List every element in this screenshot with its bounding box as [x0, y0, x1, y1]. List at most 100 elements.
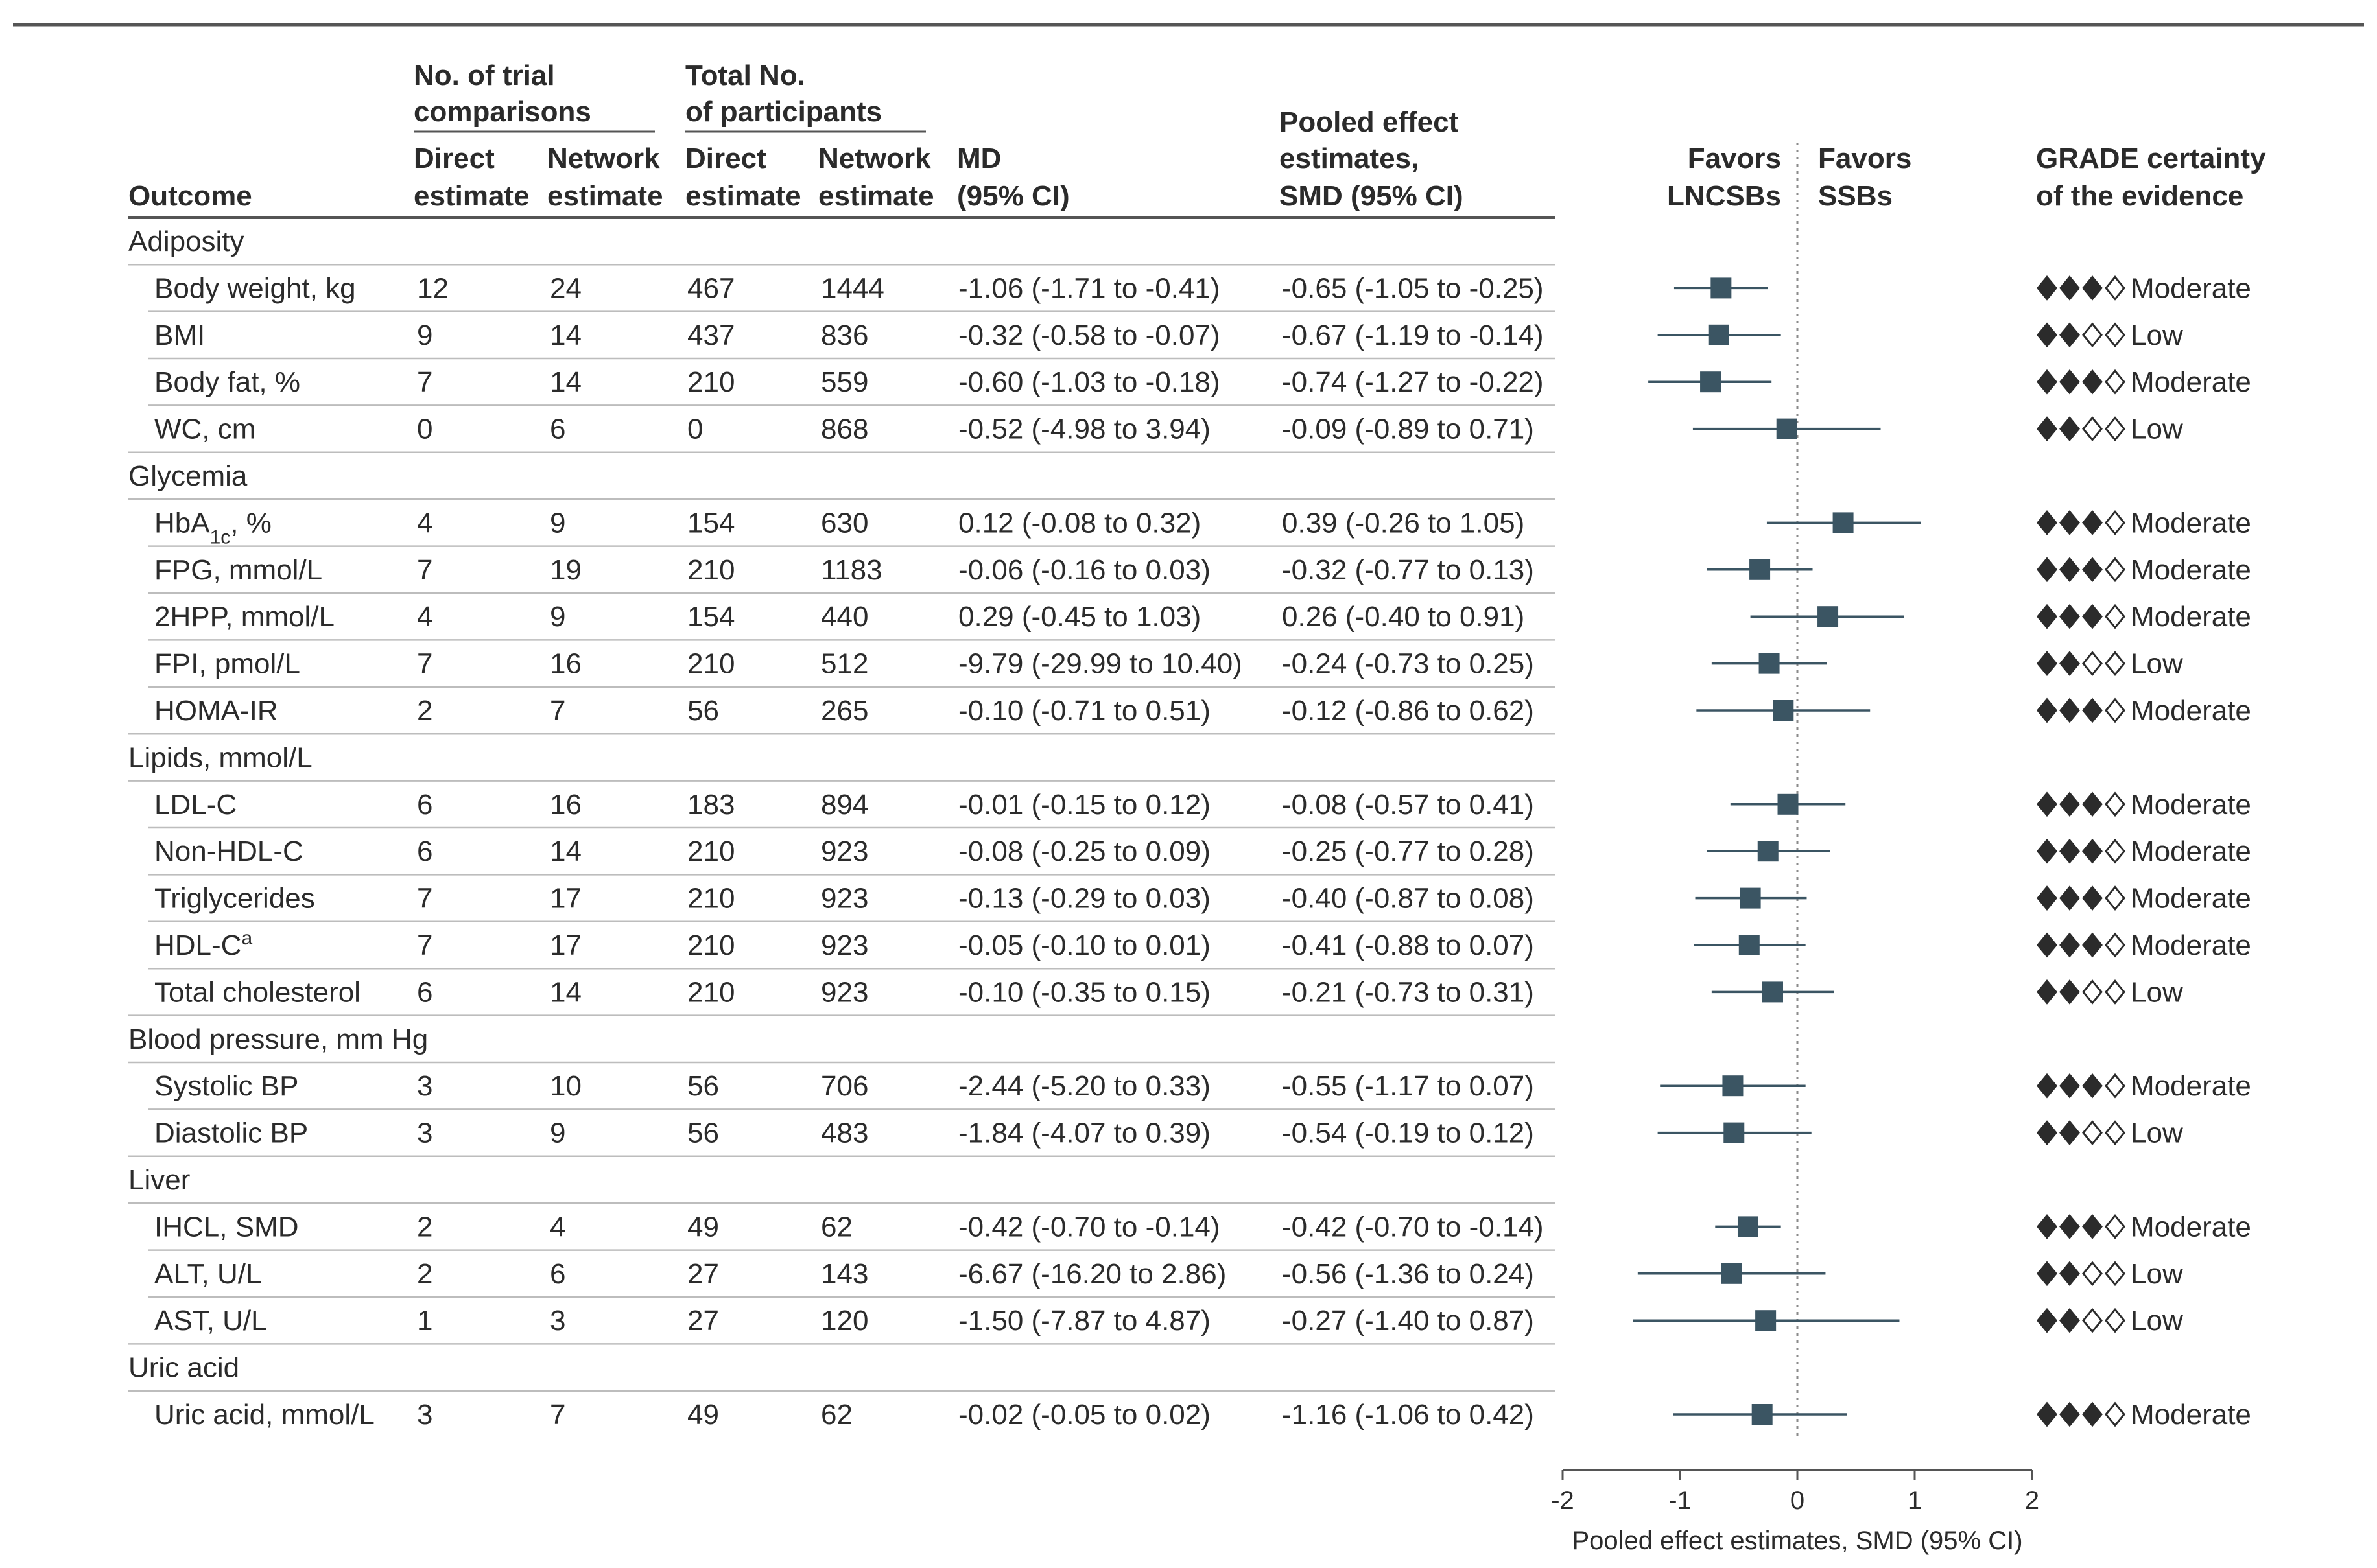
- outcome-label-text: Diastolic BP: [154, 1117, 308, 1149]
- trial-network-cell: 14: [550, 976, 582, 1008]
- grade-diamond-empty-icon: [2082, 1261, 2103, 1287]
- grade-label: Moderate: [2131, 272, 2251, 304]
- md-ci-cell: 0.12 (-0.08 to 0.32): [958, 507, 1201, 539]
- outcome-label-text: LDL-C: [154, 789, 237, 821]
- grade-diamond-empty-icon: [2105, 416, 2125, 441]
- smd-ci-cell: -0.41 (-0.88 to 0.07): [1282, 930, 1534, 961]
- trial-direct-cell: 2: [417, 1258, 432, 1290]
- trial-network-cell: 7: [550, 695, 565, 727]
- outcome-label: Systolic BP: [154, 1070, 299, 1102]
- header-favors-left-line2: LNCSBs: [1667, 180, 1781, 212]
- participants-direct-cell: 154: [687, 507, 735, 539]
- trial-network-cell: 9: [550, 601, 565, 633]
- outcome-label: Body weight, kg: [154, 272, 356, 304]
- participants-network-cell: 923: [821, 836, 868, 867]
- point-estimate-marker: [1757, 841, 1779, 862]
- grade-label: Moderate: [2131, 883, 2251, 915]
- trial-direct-cell: 7: [417, 883, 432, 915]
- outcome-label-superscript: a: [241, 928, 252, 949]
- point-estimate-marker: [1777, 793, 1799, 815]
- participants-direct-cell: 210: [687, 883, 735, 915]
- grade-diamond-filled-icon: [2082, 1073, 2103, 1099]
- outcome-label-text: FPG, mmol/L: [154, 554, 322, 586]
- trial-network-cell: 14: [550, 366, 582, 398]
- x-tick-label: -2: [1551, 1486, 1574, 1515]
- point-estimate-marker: [1700, 371, 1721, 393]
- participants-direct-cell: 49: [687, 1399, 719, 1431]
- trial-direct-cell: 9: [417, 320, 432, 351]
- grade-diamond-filled-icon: [2037, 932, 2057, 958]
- participants-direct-cell: 56: [687, 1070, 719, 1102]
- md-ci-cell: -0.05 (-0.10 to 0.01): [958, 930, 1211, 961]
- grade-label: Moderate: [2131, 930, 2251, 961]
- point-estimate-marker: [1708, 324, 1729, 345]
- grade-diamond-filled-icon: [2037, 557, 2057, 583]
- smd-ci-cell: -0.08 (-0.57 to 0.41): [1282, 789, 1534, 821]
- participants-network-cell: 143: [821, 1258, 868, 1290]
- grade-diamond-filled-icon: [2059, 1214, 2080, 1239]
- trial-network-cell: 7: [550, 1399, 565, 1431]
- grade-label: Moderate: [2131, 836, 2251, 867]
- participants-network-cell: 706: [821, 1070, 868, 1102]
- header-favors-right-line2: SSBs: [1818, 180, 1893, 212]
- header-part-direct-line1: Direct: [685, 143, 766, 174]
- header-favors-left-line1: Favors: [1688, 143, 1781, 174]
- trial-direct-cell: 7: [417, 648, 432, 680]
- grade-diamond-empty-icon: [2105, 603, 2125, 629]
- outcome-label: LDL-C: [154, 789, 237, 821]
- header-part-direct-line2: estimate: [685, 180, 801, 212]
- grade-label: Low: [2131, 648, 2183, 680]
- participants-direct-cell: 210: [687, 930, 735, 961]
- grade-diamond-filled-icon: [2059, 1307, 2080, 1333]
- grade-diamond-filled-icon: [2059, 557, 2080, 583]
- point-estimate-marker: [1738, 935, 1760, 955]
- grade-diamond-empty-icon: [2082, 322, 2103, 348]
- grade-label: Low: [2131, 976, 2183, 1008]
- grade-diamond-empty-icon: [2105, 697, 2125, 723]
- outcome-label-text: Uric acid, mmol/L: [154, 1399, 375, 1431]
- grade-diamond-empty-icon: [2105, 1120, 2125, 1145]
- trial-network-cell: 14: [550, 836, 582, 867]
- participants-network-cell: 1444: [821, 272, 884, 304]
- md-ci-cell: -6.67 (-16.20 to 2.86): [958, 1258, 1226, 1290]
- smd-ci-cell: -0.32 (-0.77 to 0.13): [1282, 554, 1534, 586]
- outcome-label: ALT, U/L: [154, 1258, 261, 1290]
- md-ci-cell: -2.44 (-5.20 to 0.33): [958, 1070, 1211, 1102]
- outcome-label-text: Systolic BP: [154, 1070, 299, 1102]
- outcome-label-text: HDL-C: [154, 930, 241, 961]
- participants-direct-cell: 56: [687, 695, 719, 727]
- grade-diamond-empty-icon: [2105, 510, 2125, 535]
- grade-diamond-filled-icon: [2059, 603, 2080, 629]
- outcome-label-text: Non-HDL-C: [154, 836, 303, 867]
- outcome-label-suffix: , %: [230, 507, 272, 539]
- smd-ci-cell: 0.26 (-0.40 to 0.91): [1282, 601, 1524, 633]
- grade-diamond-filled-icon: [2037, 1073, 2057, 1099]
- outcome-label: Total cholesterol: [154, 976, 361, 1008]
- outcome-label-text: BMI: [154, 320, 205, 351]
- header-md-line2: (95% CI): [957, 180, 1070, 212]
- trial-network-cell: 24: [550, 272, 582, 304]
- forest-plot: [1633, 143, 1921, 1439]
- md-ci-cell: 0.29 (-0.45 to 1.03): [958, 601, 1201, 633]
- x-tick-label: -1: [1668, 1486, 1692, 1515]
- grade-diamond-filled-icon: [2059, 275, 2080, 301]
- grade-diamond-filled-icon: [2059, 369, 2080, 395]
- group-label: Uric acid: [128, 1352, 239, 1384]
- grade-diamond-filled-icon: [2037, 697, 2057, 723]
- smd-ci-cell: -0.27 (-1.40 to 0.87): [1282, 1305, 1534, 1337]
- x-tick-label: 0: [1790, 1486, 1804, 1515]
- grade-diamond-empty-icon: [2105, 275, 2125, 301]
- participants-network-cell: 923: [821, 930, 868, 961]
- x-tick-label: 2: [2025, 1486, 2039, 1515]
- participants-direct-cell: 27: [687, 1258, 719, 1290]
- trial-direct-cell: 7: [417, 554, 432, 586]
- grade-diamond-empty-icon: [2105, 322, 2125, 348]
- trial-network-cell: 17: [550, 930, 582, 961]
- grade-diamond-filled-icon: [2037, 369, 2057, 395]
- trial-direct-cell: 6: [417, 789, 432, 821]
- grade-label: Moderate: [2131, 1070, 2251, 1102]
- participants-network-cell: 62: [821, 1399, 853, 1431]
- trial-network-cell: 17: [550, 883, 582, 915]
- grade-diamond-empty-icon: [2082, 416, 2103, 441]
